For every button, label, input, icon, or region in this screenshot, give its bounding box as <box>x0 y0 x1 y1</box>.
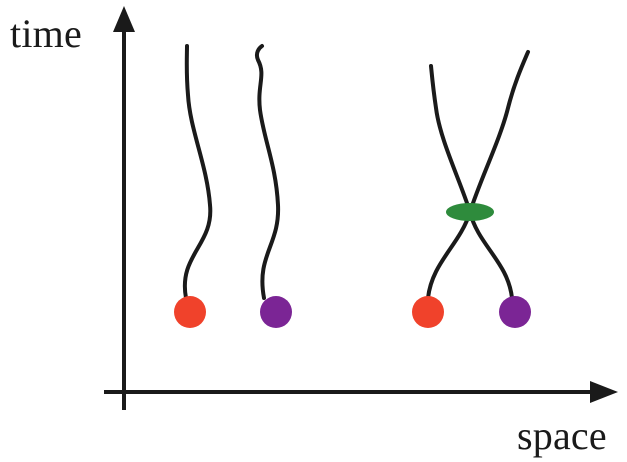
interaction-vertex <box>446 203 494 221</box>
time-axis-label: time <box>10 11 82 56</box>
worldline-red-free <box>182 44 213 300</box>
purple-particle-interacting <box>499 296 531 328</box>
space-axis-label: space <box>517 413 607 458</box>
worldline-purple-free <box>254 44 281 300</box>
red-particle-interacting <box>412 296 444 328</box>
worldline-purple-interacting <box>429 64 514 300</box>
purple-particle-free <box>260 296 292 328</box>
worldline-red-interacting <box>426 50 530 300</box>
red-particle-free <box>174 296 206 328</box>
space-axis-arrowhead <box>590 381 618 403</box>
time-axis-arrowhead <box>113 6 135 32</box>
